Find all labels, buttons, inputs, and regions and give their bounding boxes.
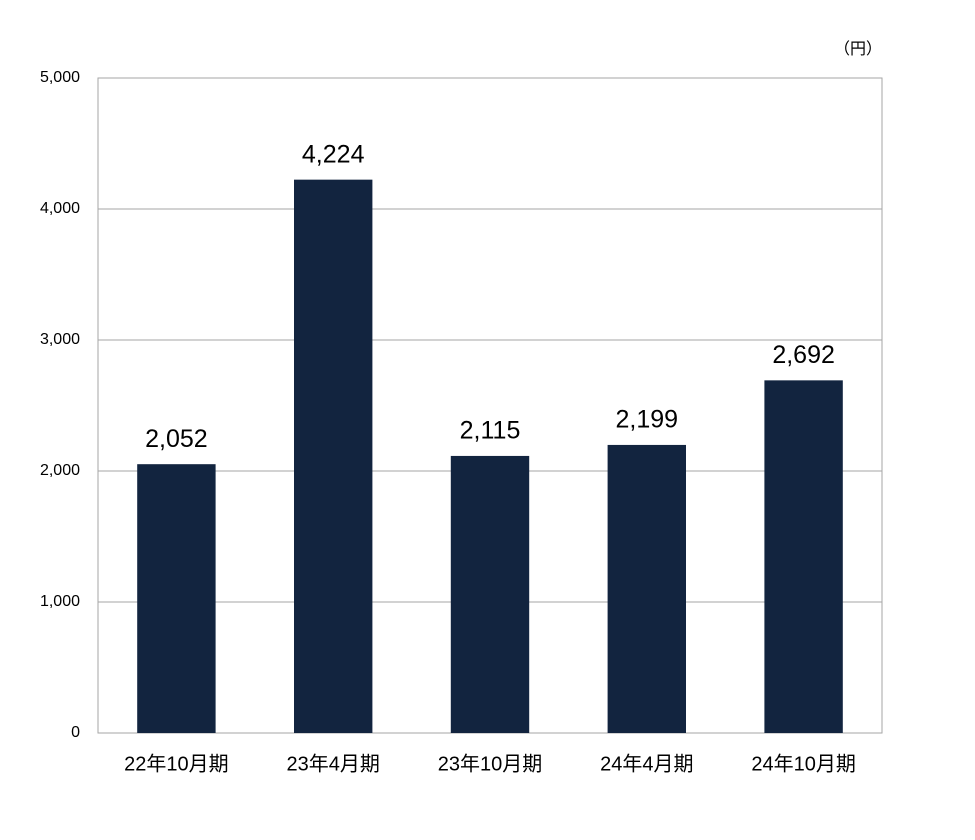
x-tick-label: 24年10月期 (751, 752, 856, 775)
y-tick-label: 5,000 (40, 69, 80, 86)
bar (764, 380, 843, 733)
x-tick-label: 23年10月期 (438, 752, 543, 775)
y-tick-label: 4,000 (40, 200, 80, 217)
bar (450, 455, 530, 733)
y-tick-label: 0 (71, 724, 80, 741)
x-tick-label: 22年10月期 (124, 752, 229, 775)
value-label: 2,052 (145, 425, 208, 453)
value-label: 2,692 (772, 341, 835, 369)
value-label: 4,224 (302, 140, 365, 168)
y-tick-label: 2,000 (40, 462, 80, 479)
bar (294, 179, 373, 733)
unit-label: （円） (834, 40, 882, 58)
x-tick-label: 24年4月期 (600, 752, 693, 775)
y-tick-label: 1,000 (40, 593, 80, 610)
y-tick-label: 3,000 (40, 331, 80, 348)
x-tick-label: 23年4月期 (287, 752, 380, 775)
value-label: 2,199 (616, 406, 679, 434)
bar (607, 444, 686, 733)
value-label: 2,115 (460, 417, 521, 445)
bar (137, 464, 216, 733)
